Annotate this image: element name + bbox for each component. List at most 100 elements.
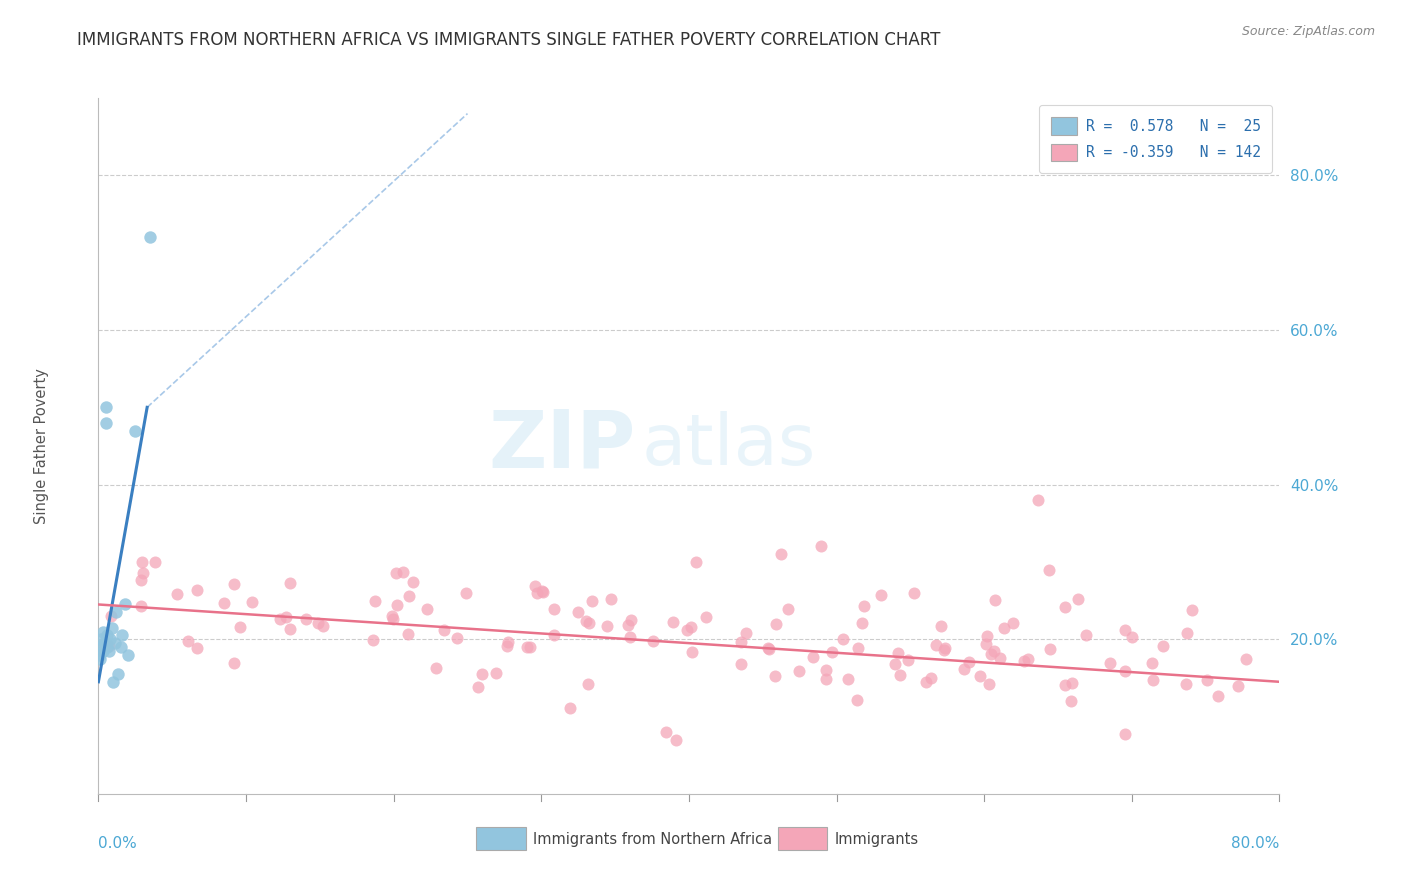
Point	[485, 666, 508, 681]
Point	[117, 648, 139, 662]
Point	[543, 628, 565, 642]
Point	[143, 555, 166, 569]
Point	[984, 593, 1007, 607]
Point	[1121, 630, 1143, 644]
Point	[558, 701, 581, 715]
Point	[294, 612, 316, 626]
Point	[676, 623, 699, 637]
Point	[976, 629, 998, 643]
Point	[776, 601, 799, 615]
Point	[979, 677, 1001, 691]
FancyBboxPatch shape	[778, 827, 827, 849]
Point	[765, 669, 787, 683]
Point	[94, 416, 117, 430]
Point	[832, 632, 855, 647]
Point	[496, 639, 519, 653]
Point	[186, 583, 208, 598]
Point	[619, 630, 641, 644]
Point	[456, 586, 478, 600]
Point	[104, 636, 127, 650]
Point	[980, 647, 1002, 661]
Point	[222, 656, 245, 670]
Point	[934, 642, 956, 657]
Text: ZIP: ZIP	[488, 407, 636, 485]
Point	[385, 566, 408, 581]
Legend: R =  0.578   N =  25, R = -0.359   N = 142: R = 0.578 N = 25, R = -0.359 N = 142	[1039, 105, 1272, 173]
Point	[1026, 493, 1049, 508]
Point	[770, 547, 793, 561]
Point	[1140, 656, 1163, 670]
Point	[814, 672, 837, 686]
Point	[224, 577, 246, 591]
Point	[392, 565, 415, 579]
Point	[107, 667, 129, 681]
Point	[425, 661, 447, 675]
Text: 80.0%: 80.0%	[1232, 836, 1279, 851]
Point	[1039, 642, 1062, 657]
Point	[845, 693, 868, 707]
Point	[920, 671, 942, 685]
Point	[94, 636, 117, 650]
Point	[91, 624, 114, 639]
Point	[1099, 656, 1122, 670]
Point	[96, 640, 118, 654]
Point	[139, 230, 162, 244]
Point	[186, 641, 208, 656]
Point	[129, 573, 152, 587]
Point	[398, 589, 420, 603]
Point	[98, 632, 121, 647]
Point	[641, 633, 664, 648]
Point	[853, 599, 876, 613]
Text: atlas: atlas	[641, 411, 815, 481]
Point	[765, 617, 787, 632]
Point	[969, 669, 991, 683]
Point	[433, 623, 456, 637]
Point	[953, 662, 976, 676]
Point	[467, 680, 489, 694]
Point	[402, 574, 425, 589]
Point	[519, 640, 541, 655]
Point	[177, 633, 200, 648]
Point	[1234, 652, 1257, 666]
Point	[889, 668, 911, 682]
Point	[787, 665, 810, 679]
Point	[242, 595, 264, 609]
Point	[929, 619, 952, 633]
Point	[381, 608, 404, 623]
Point	[280, 622, 302, 636]
Point	[581, 594, 603, 608]
Point	[810, 540, 832, 554]
Point	[1067, 592, 1090, 607]
Point	[837, 673, 859, 687]
Point	[100, 608, 122, 623]
Point	[361, 633, 384, 648]
Point	[103, 674, 125, 689]
Point	[212, 596, 235, 610]
Point	[846, 641, 869, 656]
Point	[94, 401, 117, 415]
Point	[381, 612, 404, 626]
Point	[496, 635, 519, 649]
Point	[924, 638, 946, 652]
Point	[531, 584, 554, 599]
Text: Source: ZipAtlas.com: Source: ZipAtlas.com	[1241, 25, 1375, 38]
Point	[990, 650, 1012, 665]
Point	[1226, 679, 1249, 693]
Point	[97, 644, 120, 658]
Text: Immigrants: Immigrants	[834, 831, 918, 847]
Point	[685, 555, 707, 569]
Point	[1175, 625, 1198, 640]
Text: Single Father Poverty: Single Father Poverty	[34, 368, 49, 524]
Point	[578, 615, 600, 630]
Point	[681, 645, 703, 659]
Point	[1038, 563, 1060, 577]
Point	[129, 599, 152, 613]
Point	[105, 605, 128, 619]
Point	[993, 621, 1015, 635]
Point	[903, 586, 925, 600]
Point	[983, 644, 1005, 658]
Point	[278, 575, 301, 590]
Point	[131, 555, 153, 569]
Point	[269, 611, 291, 625]
Point	[471, 667, 494, 681]
